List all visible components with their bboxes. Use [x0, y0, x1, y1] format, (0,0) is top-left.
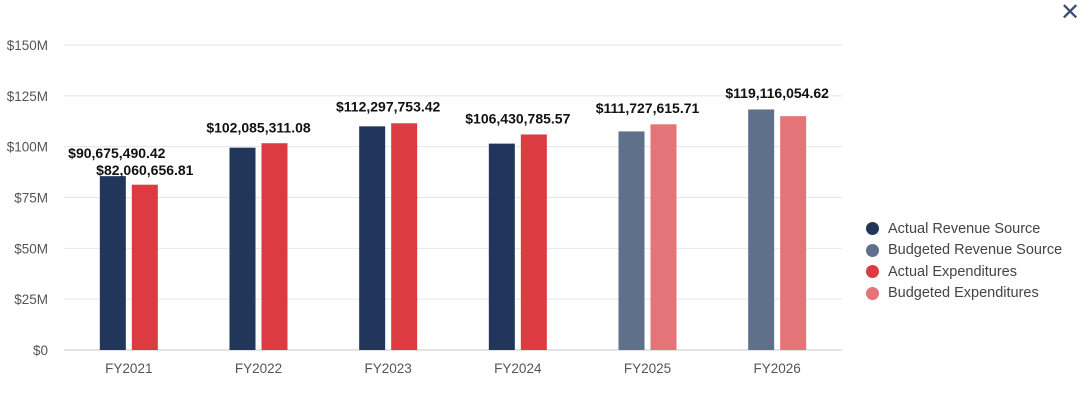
bar-revenue: [748, 109, 775, 350]
bar-expenditure: [391, 123, 418, 351]
bar-expenditure: [261, 143, 288, 350]
x-tick-label: FY2026: [754, 361, 801, 376]
legend-item-budgeted-expenditures[interactable]: Budgeted Expenditures: [866, 283, 1086, 305]
x-tick-label: FY2023: [365, 361, 412, 376]
x-tick-label: FY2022: [235, 361, 282, 376]
y-tick-label: $150M: [7, 38, 48, 53]
y-tick-label: $75M: [14, 191, 48, 206]
y-tick-label: $0: [33, 343, 48, 358]
bar-revenue: [618, 131, 645, 350]
legend-label: Actual Expenditures: [888, 263, 1017, 280]
data-label: $102,085,311.08: [206, 119, 311, 135]
legend-label: Budgeted Expenditures: [888, 285, 1039, 302]
legend: Actual Revenue Source Budgeted Revenue S…: [866, 218, 1086, 304]
bar-revenue: [488, 143, 515, 350]
legend-swatch-budgeted-revenue: [866, 243, 879, 257]
legend-swatch-actual-expenditures: [866, 265, 879, 279]
y-tick-label: $125M: [7, 89, 48, 104]
bar-expenditure: [780, 116, 807, 351]
bar-revenue: [99, 176, 126, 350]
x-tick-label: FY2025: [624, 361, 671, 376]
bar-revenue: [229, 147, 256, 350]
bar-expenditure: [131, 184, 158, 350]
legend-item-budgeted-revenue-source[interactable]: Budgeted Revenue Source: [866, 240, 1086, 262]
y-tick-label: $25M: [14, 292, 48, 307]
y-tick-label: $100M: [7, 140, 48, 155]
legend-item-actual-expenditures[interactable]: Actual Expenditures: [866, 261, 1086, 283]
legend-swatch-actual-revenue: [866, 222, 879, 236]
data-label: $119,116,054.62: [725, 85, 829, 101]
bar-revenue: [359, 126, 386, 350]
close-icon[interactable]: ✕: [1059, 0, 1081, 26]
data-label: $90,675,490.42: [68, 145, 166, 161]
legend-swatch-budgeted-expenditures: [866, 286, 879, 300]
legend-item-actual-revenue-source[interactable]: Actual Revenue Source: [866, 218, 1086, 240]
y-tick-label: $50M: [14, 241, 48, 256]
data-label: $111,727,615.71: [596, 100, 700, 116]
legend-label: Budgeted Revenue Source: [888, 242, 1063, 259]
legend-label: Actual Revenue Source: [888, 220, 1041, 237]
x-tick-label: FY2021: [105, 361, 152, 376]
data-label: $106,430,785.57: [465, 111, 570, 127]
bar-expenditure: [650, 124, 677, 350]
x-tick-label: FY2024: [494, 361, 542, 376]
bar-expenditure: [520, 134, 547, 350]
data-label: $82,060,656.81: [96, 162, 194, 178]
data-label: $112,297,753.42: [336, 99, 441, 115]
